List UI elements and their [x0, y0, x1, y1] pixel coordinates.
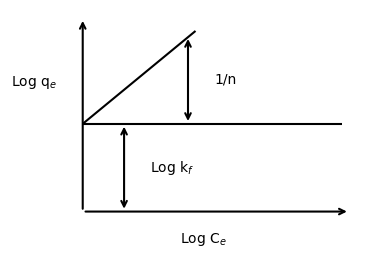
Text: Log k$_f$: Log k$_f$: [150, 159, 195, 177]
Text: Log q$_e$: Log q$_e$: [11, 74, 57, 91]
Text: 1/n: 1/n: [214, 73, 237, 87]
Text: Log C$_e$: Log C$_e$: [180, 231, 226, 248]
